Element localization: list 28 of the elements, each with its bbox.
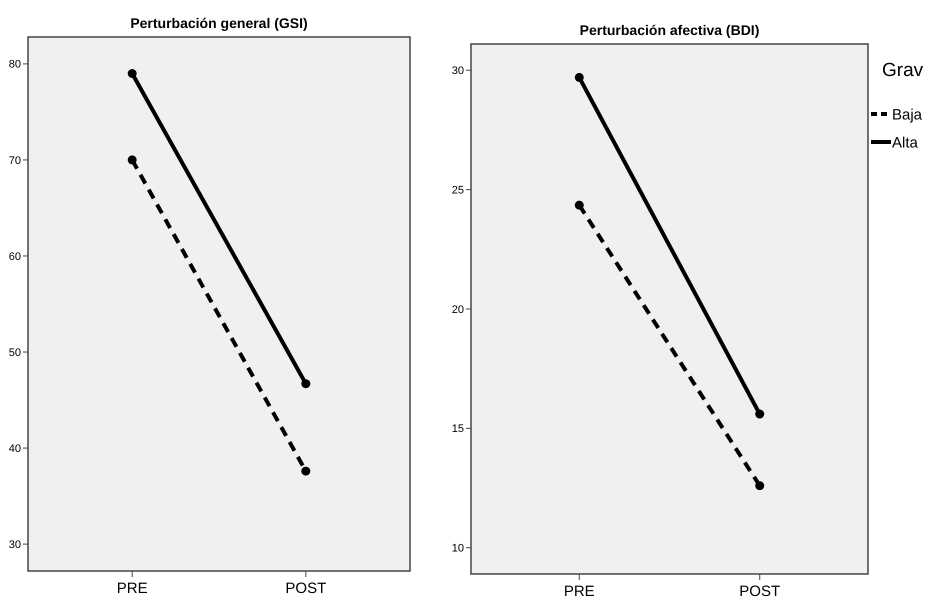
x-tick-label: PRE (564, 583, 595, 600)
legend-title: Grav (882, 60, 924, 81)
y-tick-label: 20 (452, 304, 464, 316)
y-tick-label: 40 (8, 442, 21, 455)
chart-title: Perturbación general (GSI) (130, 15, 308, 31)
point (755, 410, 764, 419)
y-tick-label: 70 (8, 154, 21, 167)
legend-label: Alta (892, 134, 919, 152)
point (301, 379, 310, 388)
y-tick-label: 30 (8, 538, 21, 551)
x-tick-label: PRE (116, 580, 148, 597)
y-tick-label: 15 (452, 423, 464, 436)
point (128, 155, 137, 164)
legend-label: Baja (892, 106, 923, 124)
y-tick-label: 25 (452, 184, 464, 196)
chart-title: Perturbación afectiva (BDI) (580, 22, 760, 38)
point (574, 72, 584, 82)
y-tick-label: 30 (452, 65, 464, 78)
y-tick-label: 10 (452, 542, 464, 555)
y-tick-label: 80 (8, 58, 21, 71)
x-tick-label: POST (285, 580, 326, 597)
point (128, 68, 137, 78)
point (301, 466, 310, 476)
point (755, 481, 764, 490)
y-tick-label: 60 (8, 250, 21, 263)
x-tick-label: POST (739, 583, 780, 600)
y-tick-label: 50 (8, 346, 21, 359)
point (574, 200, 584, 210)
